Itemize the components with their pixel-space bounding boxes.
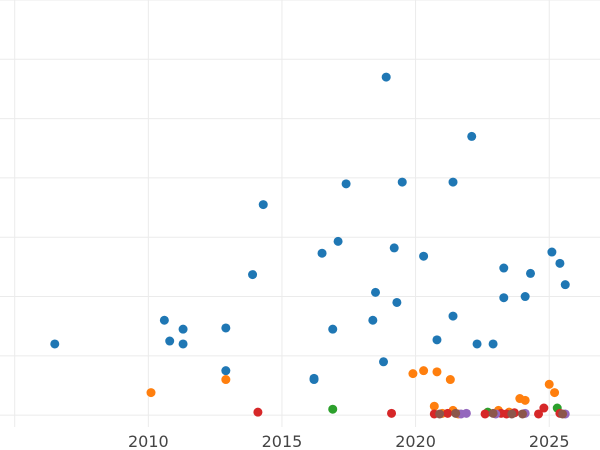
data-point-5-2 (488, 408, 498, 418)
x-tick-label-2: 2020 (395, 432, 436, 450)
data-point-0-8 (258, 200, 268, 210)
data-point-0-27 (472, 339, 482, 349)
data-point-0-26 (467, 131, 477, 141)
data-point-1-4 (429, 401, 439, 411)
data-point-5-4 (517, 409, 527, 419)
data-point-3-0 (253, 407, 263, 417)
data-point-1-1 (221, 375, 231, 385)
data-point-1-2 (408, 369, 418, 379)
data-point-0-35 (560, 280, 570, 290)
data-point-0-20 (392, 297, 402, 307)
data-point-0-1 (159, 315, 169, 325)
series-0 (50, 72, 570, 385)
data-point-3-9 (539, 403, 549, 413)
data-point-0-7 (248, 270, 258, 280)
x-tick-label-3: 2025 (529, 432, 570, 450)
data-point-0-33 (547, 247, 557, 257)
data-point-0-6 (221, 366, 231, 376)
data-point-3-8 (534, 409, 544, 419)
x-tick-label-0: 2010 (128, 432, 169, 450)
data-point-0-2 (165, 336, 175, 346)
data-point-0-4 (178, 339, 188, 349)
data-point-0-15 (368, 315, 378, 325)
gridlines (0, 0, 600, 427)
data-point-0-18 (381, 72, 391, 82)
data-point-3-3 (443, 408, 453, 418)
series-5 (435, 408, 568, 419)
data-point-0-32 (526, 268, 536, 278)
data-point-1-15 (550, 388, 560, 398)
data-point-1-7 (445, 375, 455, 385)
data-point-1-14 (544, 379, 554, 389)
data-point-0-22 (419, 251, 429, 261)
data-point-3-1 (387, 408, 397, 418)
data-point-4-1 (461, 408, 471, 418)
data-point-0-0 (50, 339, 60, 349)
data-point-1-5 (432, 367, 442, 377)
data-point-0-3 (178, 324, 188, 334)
data-point-0-19 (389, 243, 399, 253)
data-point-5-5 (558, 409, 568, 419)
data-point-0-29 (499, 263, 509, 273)
data-point-0-23 (432, 335, 442, 345)
data-point-1-3 (419, 366, 429, 376)
data-point-0-25 (448, 177, 458, 187)
data-point-0-34 (555, 258, 565, 268)
data-point-0-16 (371, 287, 381, 297)
data-points (50, 72, 570, 419)
data-point-0-13 (333, 236, 343, 246)
data-point-0-11 (317, 248, 327, 258)
data-point-3-4 (480, 409, 490, 419)
data-point-1-0 (146, 388, 156, 398)
data-point-0-30 (499, 293, 509, 303)
data-point-5-0 (435, 409, 445, 419)
data-point-0-31 (520, 292, 530, 302)
data-point-0-12 (328, 324, 338, 334)
data-point-2-0 (328, 404, 338, 414)
data-point-0-21 (397, 177, 407, 187)
x-axis-tick-labels: 2010 2015 2020 2025 (128, 432, 570, 450)
data-point-0-10 (309, 373, 319, 383)
data-point-1-13 (520, 395, 530, 405)
data-point-0-24 (448, 311, 458, 321)
data-point-5-1 (451, 408, 461, 418)
data-point-0-17 (379, 357, 389, 367)
data-point-5-3 (507, 409, 517, 419)
data-point-0-28 (488, 339, 498, 349)
data-point-0-14 (341, 179, 351, 189)
data-point-0-5 (221, 323, 231, 333)
x-tick-label-1: 2015 (262, 432, 303, 450)
